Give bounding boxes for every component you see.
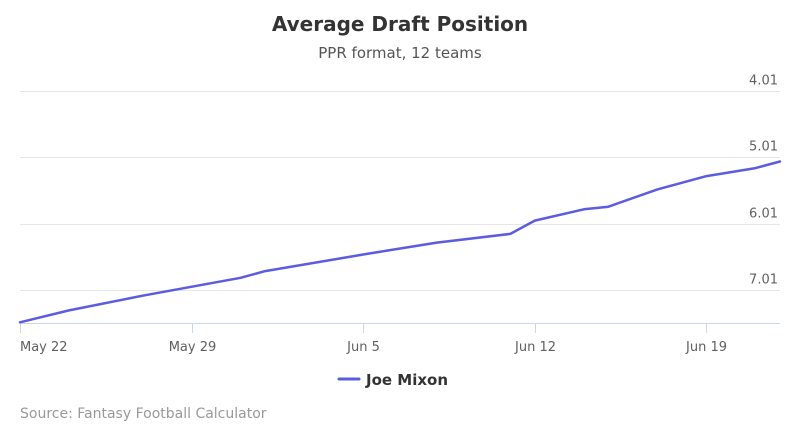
x-axis-labels: May 22 May 29 Jun 5 Jun 12 Jun 19 — [20, 340, 727, 355]
series-line-joe-mixon[interactable] — [18, 160, 782, 324]
y-axis-labels: 4.01 5.01 6.01 7.01 — [749, 74, 778, 288]
x-tick-label: Jun 12 — [514, 340, 556, 355]
x-tick-label: May 29 — [169, 340, 217, 355]
x-tick-label: May 22 — [20, 340, 68, 355]
legend[interactable]: Joe Mixon — [337, 371, 448, 389]
y-tick-label: 7.01 — [749, 273, 778, 288]
x-axis-ticks — [20, 323, 707, 333]
chart-title: Average Draft Position — [272, 12, 528, 36]
y-tick-label: 6.01 — [749, 207, 778, 222]
series-group — [18, 160, 782, 324]
y-tick-label: 5.01 — [749, 140, 778, 155]
credits[interactable]: Source: Fantasy Football Calculator — [20, 406, 267, 422]
x-tick-label: Jun 19 — [685, 340, 727, 355]
grid-lines — [20, 91, 780, 291]
chart-subtitle: PPR format, 12 teams — [318, 44, 482, 62]
legend-label-joe-mixon[interactable]: Joe Mixon — [365, 371, 448, 389]
x-tick-label: Jun 5 — [346, 340, 380, 355]
y-tick-label: 4.01 — [749, 74, 778, 89]
